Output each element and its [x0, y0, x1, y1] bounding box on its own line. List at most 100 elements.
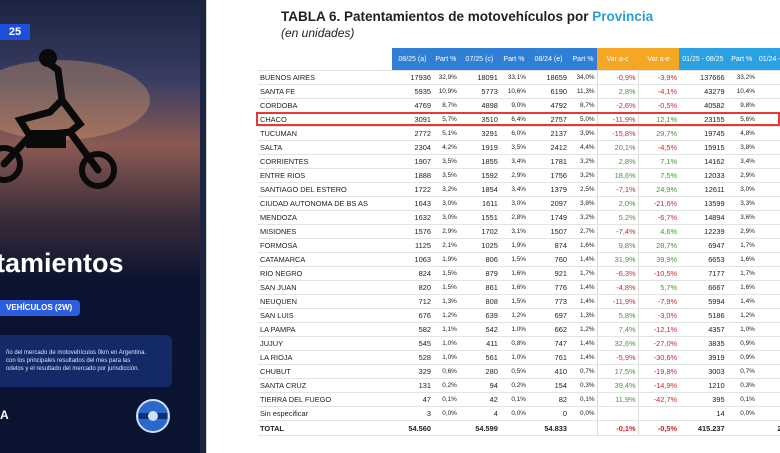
- table-row: CHACO 3091 5,7% 3510 6,4% 2757 5,0% -11,9% 12,1%…: [258, 112, 780, 127]
- table-cell: 6653: [679, 252, 727, 267]
- table-cell: 7,4%: [596, 322, 639, 337]
- table-cell: 1,3%: [568, 308, 598, 323]
- table-cell: 0,9%: [726, 336, 757, 351]
- table-cell: 10,6%: [499, 84, 528, 99]
- table-cell: 2,8%: [596, 154, 639, 169]
- table-cell: 3,2%: [568, 154, 598, 169]
- total-cell: 415.237: [679, 420, 727, 436]
- table-cell: 639: [458, 308, 500, 323]
- table-row: SAN LUIS 676 1,2% 639 1,2% 697 1,3% 5,8% -3,0% 51…: [258, 308, 780, 323]
- table-cell: 146: [756, 126, 780, 141]
- table-header-row: 08/25 (a) Part % 07/25 (c) Part % 08/24 …: [258, 48, 780, 71]
- table-cell: 2,8%: [499, 210, 528, 225]
- table-cell: 1,6%: [726, 252, 757, 267]
- table-cell: 1907: [391, 154, 433, 169]
- table-cell: 2,9%: [726, 224, 757, 239]
- table-cell: 14162: [679, 154, 727, 169]
- table-cell: 34,0%: [568, 70, 598, 85]
- table-cell: 15915: [679, 140, 727, 155]
- province-name-cell: SALTA: [258, 140, 392, 155]
- province-name-cell: RIO NEGRO: [258, 266, 392, 281]
- table-row: JUJUY 545 1,0% 411 0,8% 747 1,4% 32,6% -27,0% 383…: [258, 336, 780, 351]
- table-cell: 10,4%: [726, 84, 757, 99]
- province-name-cell: SANTIAGO DEL ESTERO: [258, 182, 392, 197]
- table-cell: 19745: [679, 126, 727, 141]
- table-cell: 3,0%: [499, 196, 528, 211]
- cover-title: tamientos: [0, 248, 124, 278]
- province-name-cell: SAN JUAN: [258, 280, 392, 295]
- table-cell: 3,5%: [499, 140, 528, 155]
- table-cell: 776: [527, 280, 569, 295]
- table-cell: -27,0%: [637, 336, 680, 351]
- table-cell: 3,5%: [432, 154, 459, 169]
- table-cell: 28,7%: [637, 238, 680, 253]
- table-row: CORRIENTES 1907 3,5% 1855 3,4% 1781 3,2% 2,8% 7,…: [258, 154, 780, 169]
- table-cell: 4898: [458, 98, 500, 113]
- table-cell: 24,9%: [637, 182, 680, 197]
- table-cell: 3,4%: [499, 154, 528, 169]
- table-cell: 6,0%: [499, 126, 528, 141]
- province-name-cell: JUJUY: [258, 336, 392, 351]
- table-cell: 137666: [679, 70, 727, 85]
- table-row: ENTRE RIOS 1888 3,5% 1592 2,9% 1756 3,2% 18,6% 7…: [258, 168, 780, 183]
- table-cell: 131: [391, 378, 433, 393]
- table-cell: 12033: [679, 168, 727, 183]
- table-cell: 2,9%: [499, 168, 528, 183]
- table-cell: 1,4%: [568, 252, 598, 267]
- table-cell: 3,0%: [432, 210, 459, 225]
- total-cell: TOTAL: [258, 420, 392, 436]
- table-cell: 32,6%: [596, 336, 639, 351]
- table-cell: 0,2%: [432, 378, 459, 393]
- table-cell: 4357: [679, 322, 727, 337]
- table-cell: 1,1%: [432, 322, 459, 337]
- page-divider: [206, 0, 207, 453]
- table-cell: 276: [756, 98, 780, 113]
- header-cell: 01/25 - 08/25: [679, 48, 727, 71]
- table-cell: 1,9%: [499, 238, 528, 253]
- table-cell: 47: [391, 392, 433, 407]
- table-cell: 1,5%: [499, 294, 528, 309]
- table-cell: 2,7%: [568, 224, 598, 239]
- table-cell: 395: [679, 392, 727, 407]
- table-cell: 1888: [391, 168, 433, 183]
- table-cell: 12239: [679, 224, 727, 239]
- table-cell: 39: [756, 280, 780, 295]
- province-name-cell: NEUQUEN: [258, 294, 392, 309]
- table-cell: 0,3%: [726, 378, 757, 393]
- table-cell: 42: [756, 336, 780, 351]
- table-title-prefix: TABLA 6. Patentamientos de motovehículos…: [281, 9, 593, 24]
- table-cell: 1210: [679, 378, 727, 393]
- table-row: MISIONES 1576 2,9% 1702 3,1% 1507 2,7% -7,4% 4,6…: [258, 224, 780, 239]
- table-cell: 154: [527, 378, 569, 393]
- table-cell: 676: [391, 308, 433, 323]
- table-cell: 824: [391, 266, 433, 281]
- table-cell: 5,6%: [726, 112, 757, 127]
- province-name-cell: TIERRA DEL FUEGO: [258, 392, 392, 407]
- table-cell: 1854: [458, 182, 500, 197]
- table-cell: -12,1%: [637, 322, 680, 337]
- table-cell: 760: [527, 252, 569, 267]
- table-cell: -19,8%: [637, 364, 680, 379]
- table-cell: 2,5%: [568, 182, 598, 197]
- table-cell: 5935: [391, 84, 433, 99]
- table-cell: 697: [527, 308, 569, 323]
- table-cell: 747: [527, 336, 569, 351]
- cover-description-line: odelos y el resultado del mercado por ju…: [6, 366, 140, 372]
- province-name-cell: CHACO: [258, 112, 392, 127]
- cover-badge: 25: [0, 24, 30, 40]
- table-cell: 23155: [679, 112, 727, 127]
- table-cell: 1125: [391, 238, 433, 253]
- table-cell: 54: [756, 266, 780, 281]
- table-cell: 1,6%: [568, 238, 598, 253]
- table-cell: 329: [756, 84, 780, 99]
- table-cell: 2,8%: [596, 84, 639, 99]
- header-cell: 01/24 - 08/24: [756, 48, 780, 71]
- table-cell: 42: [458, 392, 500, 407]
- table-title: TABLA 6. Patentamientos de motovehículos…: [281, 9, 653, 24]
- table-cell: 1643: [391, 196, 433, 211]
- table-cell: 1063: [391, 252, 433, 267]
- table-cell: 542: [458, 322, 500, 337]
- table-cell: 545: [391, 336, 433, 351]
- table-row: SANTIAGO DEL ESTERO 1722 3,2% 1854 3,4% 1379 2…: [258, 182, 780, 197]
- province-name-cell: BUENOS AIRES: [258, 70, 392, 85]
